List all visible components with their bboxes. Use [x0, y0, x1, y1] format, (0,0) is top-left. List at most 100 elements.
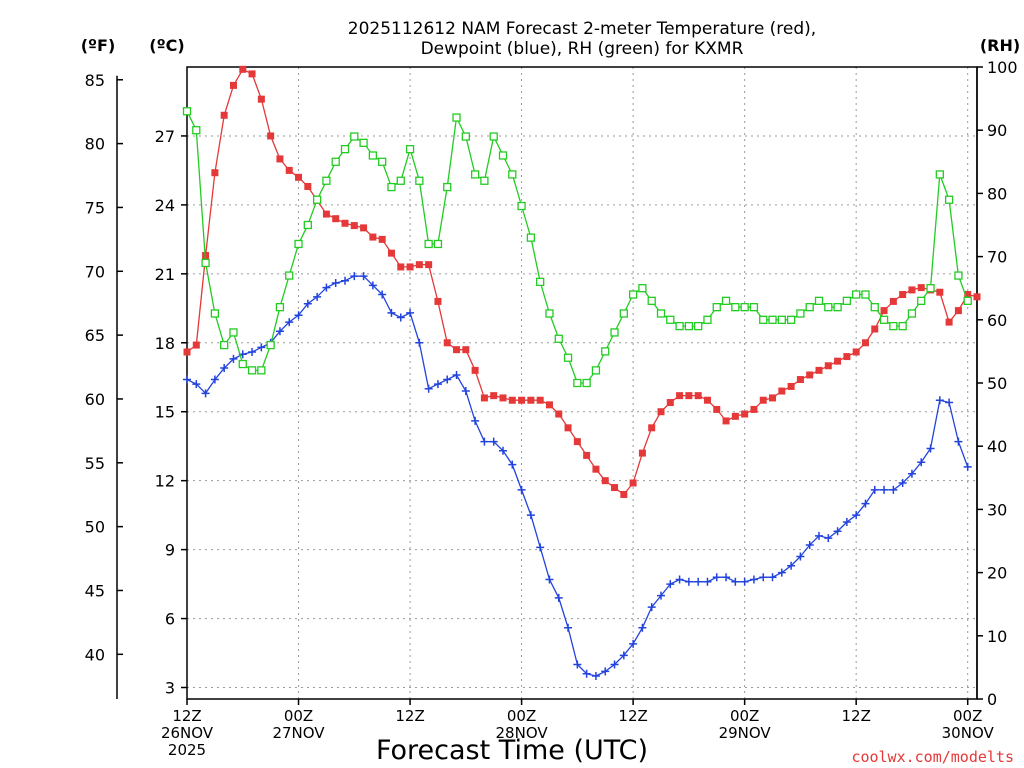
dewpoint-point: [406, 308, 415, 317]
dewpoint-point: [536, 543, 545, 552]
temperature-point: [508, 396, 516, 404]
dewpoint-point: [842, 518, 851, 527]
dewpoint-point: [554, 593, 563, 602]
dewpoint-point: [461, 387, 470, 396]
rh-point: [470, 170, 480, 179]
dewpoint-point: [638, 623, 647, 632]
temperature-point: [945, 318, 953, 326]
rh-point: [294, 239, 303, 249]
dewpoint-point: [526, 511, 535, 520]
rh-point: [777, 315, 786, 324]
rh-point: [721, 296, 731, 305]
rh-point: [833, 303, 842, 312]
dewpoint-point: [396, 313, 405, 322]
dewpoint-point: [313, 292, 322, 301]
rh-point: [768, 315, 777, 324]
x-tick-label: 30NOV: [942, 724, 995, 742]
dewpoint-point: [796, 552, 805, 561]
rh-point: [387, 182, 396, 192]
rh-point: [879, 315, 889, 324]
rh-point: [675, 321, 684, 331]
temperature-point: [852, 348, 860, 356]
rh-point: [907, 309, 917, 318]
dewpoint-point: [917, 458, 926, 467]
dewpoint-point: [889, 485, 898, 494]
rh-point: [192, 126, 201, 135]
rh-point: [703, 315, 712, 324]
rh-point: [814, 296, 824, 305]
fahrenheit-tick-label: 70: [85, 262, 105, 281]
temperature-point: [759, 396, 767, 404]
dewpoint-point: [954, 437, 963, 446]
temperature-point: [750, 405, 758, 413]
axes: [116, 66, 978, 700]
rh-point: [322, 176, 331, 185]
rh-point: [582, 378, 591, 388]
rh-point: [861, 290, 870, 299]
temperature-point: [815, 366, 823, 374]
x-tick-label: 00Z: [953, 707, 982, 725]
fahrenheit-tick-label: 85: [85, 71, 105, 90]
x-tick-label: 26NOV: [161, 724, 214, 742]
dewpoint-point: [880, 485, 889, 494]
temperature-point: [350, 222, 358, 230]
temperature-point: [499, 394, 507, 402]
rh-point: [694, 321, 703, 331]
rh-point: [350, 132, 359, 141]
x-axis-label: Forecast Time (UTC): [376, 735, 648, 766]
dewpoint-point: [740, 577, 749, 586]
dewpoint-point: [787, 561, 796, 570]
temperature-point: [954, 307, 962, 315]
temperature-point: [332, 215, 340, 223]
rh-tick-label: 10: [987, 627, 1007, 646]
dewpoint-point: [480, 437, 489, 446]
temperature-point: [183, 348, 191, 356]
dewpoint-point: [331, 279, 340, 288]
temperature-point: [406, 263, 414, 271]
temperature-point: [843, 353, 851, 361]
dewpoint-point: [201, 389, 210, 398]
rh-point: [405, 145, 415, 154]
dewpoint-point: [229, 354, 238, 363]
rh-point: [954, 271, 963, 280]
temperature-point: [583, 451, 591, 459]
rh-point: [573, 378, 582, 388]
dewpoint-point: [220, 364, 229, 373]
temperature-point: [471, 366, 479, 374]
rh-point: [359, 138, 368, 147]
temperature-point: [518, 396, 526, 404]
dewpoint-point: [564, 623, 573, 632]
dewpoint-point: [703, 577, 712, 586]
dewpoint-point: [424, 384, 433, 393]
rh-point: [805, 303, 814, 312]
rh-point: [786, 315, 796, 324]
temperature-point: [806, 371, 814, 379]
temperature-point: [638, 449, 646, 457]
temperature-point: [248, 70, 256, 78]
dewpoint-point: [210, 375, 219, 384]
dewpoint-point: [963, 462, 972, 471]
rh-point: [433, 239, 443, 249]
dewpoint-point: [824, 534, 833, 543]
temperature-point: [211, 169, 219, 177]
temperature-point: [378, 235, 386, 243]
dewpoint-point: [275, 327, 284, 336]
fahrenheit-tick-label: 45: [85, 581, 105, 600]
temperature-point: [527, 396, 535, 404]
dewpoint-point: [508, 460, 517, 469]
rh-point: [461, 132, 470, 141]
x-tick-label: 27NOV: [272, 724, 325, 742]
dewpoint-line: [186, 275, 969, 677]
temperature-point: [973, 293, 981, 301]
dewpoint-point: [499, 446, 507, 455]
dewpoint-point: [907, 469, 916, 478]
rh-point: [944, 195, 954, 204]
dewpoint-point: [610, 660, 619, 669]
temperature-point: [731, 412, 739, 420]
temperature-point: [964, 291, 972, 299]
rh-point: [331, 157, 340, 166]
rh-point: [917, 296, 926, 305]
rh-point: [378, 157, 387, 166]
temperature-point: [722, 417, 730, 425]
temperature-point: [769, 394, 777, 402]
